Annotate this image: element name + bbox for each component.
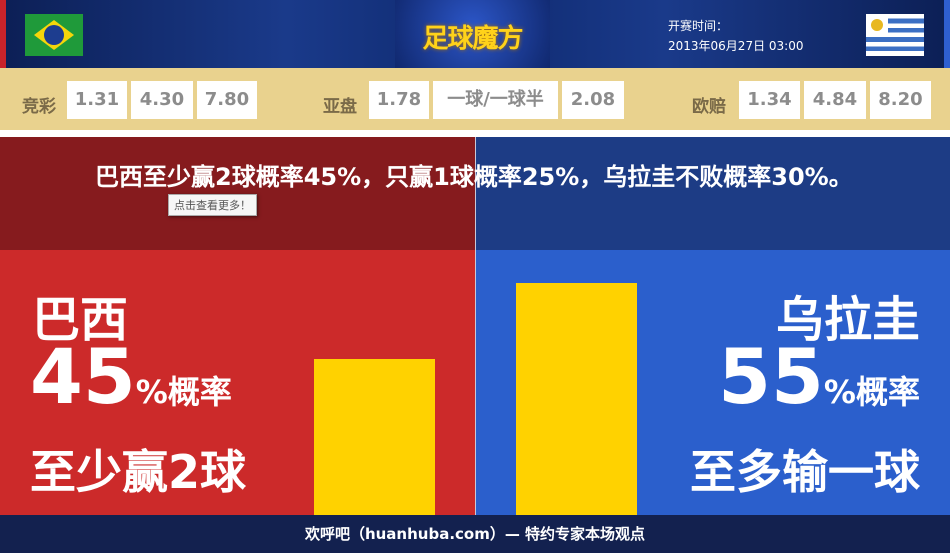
ouzhou-odd: 8.20 bbox=[870, 81, 931, 119]
tooltip: 点击查看更多！ bbox=[168, 194, 257, 216]
headline-band-away bbox=[475, 137, 950, 250]
uruguay-flag-icon bbox=[866, 14, 924, 56]
kickoff-info: 开赛时间： 2013年06月27日 03:00 bbox=[668, 16, 803, 56]
home-pct: 45%概率 bbox=[30, 332, 232, 437]
jingcai-label: 竞彩 bbox=[22, 97, 56, 117]
headline-band-home bbox=[0, 137, 475, 250]
header: 足球魔方 开赛时间： 2013年06月27日 03:00 bbox=[0, 0, 950, 68]
headline-link[interactable]: 巴西至少赢2球概率45%，只赢1球概率25%，乌拉圭不败概率30%。 bbox=[95, 163, 853, 191]
ouzhou-label: 欧赔 bbox=[692, 97, 726, 117]
kickoff-label: 开赛时间： bbox=[668, 19, 729, 33]
away-probability-bar bbox=[516, 283, 637, 515]
away-pct-value: 55 bbox=[718, 332, 824, 421]
yapan-odd: 1.78 bbox=[369, 81, 429, 119]
logo-text: 足球魔方 bbox=[422, 24, 523, 54]
ouzhou-odd: 4.84 bbox=[804, 81, 866, 119]
home-pct-suffix: %概率 bbox=[135, 373, 232, 411]
home-team: 巴西 bbox=[32, 292, 129, 348]
footer: 欢呼吧（huanhuba.com）— 特约专家本场观点 bbox=[0, 515, 950, 553]
jingcai-odd: 4.30 bbox=[131, 81, 193, 119]
home-pct-value: 45 bbox=[30, 332, 136, 421]
home-probability-bar bbox=[314, 359, 435, 515]
away-pct: 55%概率 bbox=[718, 332, 920, 437]
away-desc: 至多输一球 bbox=[690, 445, 920, 499]
yapan-odd: 2.08 bbox=[562, 81, 624, 119]
brazil-flag-icon bbox=[25, 14, 83, 56]
away-team: 乌拉圭 bbox=[775, 292, 920, 348]
home-panel: 巴西 45%概率 至少赢2球 bbox=[0, 250, 475, 515]
home-desc: 至少赢2球 bbox=[30, 445, 247, 499]
logo: 足球魔方 bbox=[395, 0, 550, 68]
away-panel: 乌拉圭 55%概率 至多输一球 bbox=[475, 250, 950, 515]
odds-bar: 竞彩 1.31 4.30 7.80 亚盘 1.78 一球/一球半 2.08 欧赔… bbox=[0, 68, 950, 130]
jingcai-odd: 1.31 bbox=[67, 81, 127, 119]
yapan-label: 亚盘 bbox=[323, 97, 357, 117]
away-pct-suffix: %概率 bbox=[823, 373, 920, 411]
ouzhou-odd: 1.34 bbox=[739, 81, 800, 119]
jingcai-odd: 7.80 bbox=[197, 81, 257, 119]
yapan-handicap: 一球/一球半 bbox=[433, 81, 558, 119]
kickoff-time: 2013年06月27日 03:00 bbox=[668, 39, 804, 53]
